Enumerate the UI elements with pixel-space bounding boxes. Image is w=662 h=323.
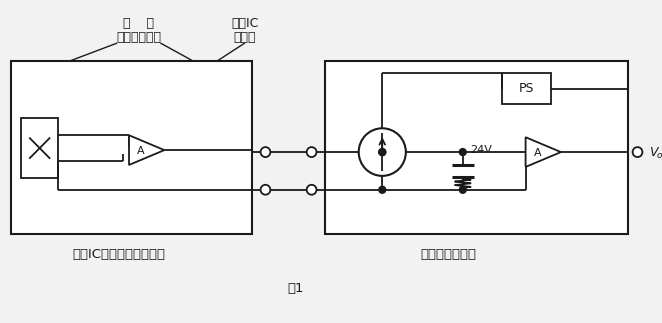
Text: 压    电: 压 电 — [123, 17, 154, 30]
Circle shape — [379, 186, 386, 193]
Text: A: A — [137, 146, 144, 156]
Text: o: o — [656, 151, 661, 160]
Circle shape — [459, 186, 466, 193]
Circle shape — [633, 147, 642, 157]
Polygon shape — [129, 135, 164, 165]
Circle shape — [261, 185, 270, 195]
Text: 图1: 图1 — [287, 282, 304, 296]
Text: 加速度传感器: 加速度传感器 — [117, 31, 162, 44]
Text: 外接信号调理器: 外接信号调理器 — [420, 248, 476, 261]
Circle shape — [379, 149, 386, 156]
Circle shape — [307, 185, 316, 195]
Circle shape — [261, 147, 270, 157]
Text: 放大器: 放大器 — [234, 31, 256, 44]
Text: PS: PS — [519, 82, 534, 95]
Bar — [11, 61, 252, 234]
Circle shape — [307, 147, 316, 157]
Circle shape — [359, 128, 406, 176]
Text: 24V: 24V — [470, 145, 493, 155]
Circle shape — [379, 149, 386, 156]
Polygon shape — [526, 137, 561, 167]
Text: 微型IC: 微型IC — [231, 17, 259, 30]
Circle shape — [459, 149, 466, 156]
Text: A: A — [534, 148, 541, 158]
Text: V: V — [649, 146, 658, 159]
Text: 内装IC压电加速度传感器: 内装IC压电加速度传感器 — [73, 248, 166, 261]
Bar — [21, 118, 58, 178]
Bar — [502, 73, 551, 105]
Bar — [325, 61, 628, 234]
